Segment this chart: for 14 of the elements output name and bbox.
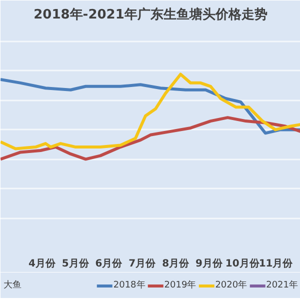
x-tick-label: 9月份: [195, 258, 224, 270]
legend-label: 2021年: [266, 279, 298, 292]
legend-label: 2019年: [164, 279, 196, 292]
x-tick-label: 4月份: [28, 258, 56, 270]
x-tick-label: 11月份: [258, 258, 294, 270]
x-tick-label: 7月份: [128, 258, 157, 270]
legend-label: 2020年: [215, 279, 248, 292]
x-tick-label: 8月份: [162, 258, 190, 270]
chart-title: 2018年-2021年广东生鱼塘头价格走势: [34, 6, 268, 22]
legend-label: 2018年: [113, 279, 146, 292]
x-tick-label: 10月份: [225, 258, 260, 270]
text: 大鱼: [4, 280, 22, 290]
x-tick-label: 6月份: [95, 258, 124, 270]
x-tick-label: 5月份: [62, 258, 90, 270]
